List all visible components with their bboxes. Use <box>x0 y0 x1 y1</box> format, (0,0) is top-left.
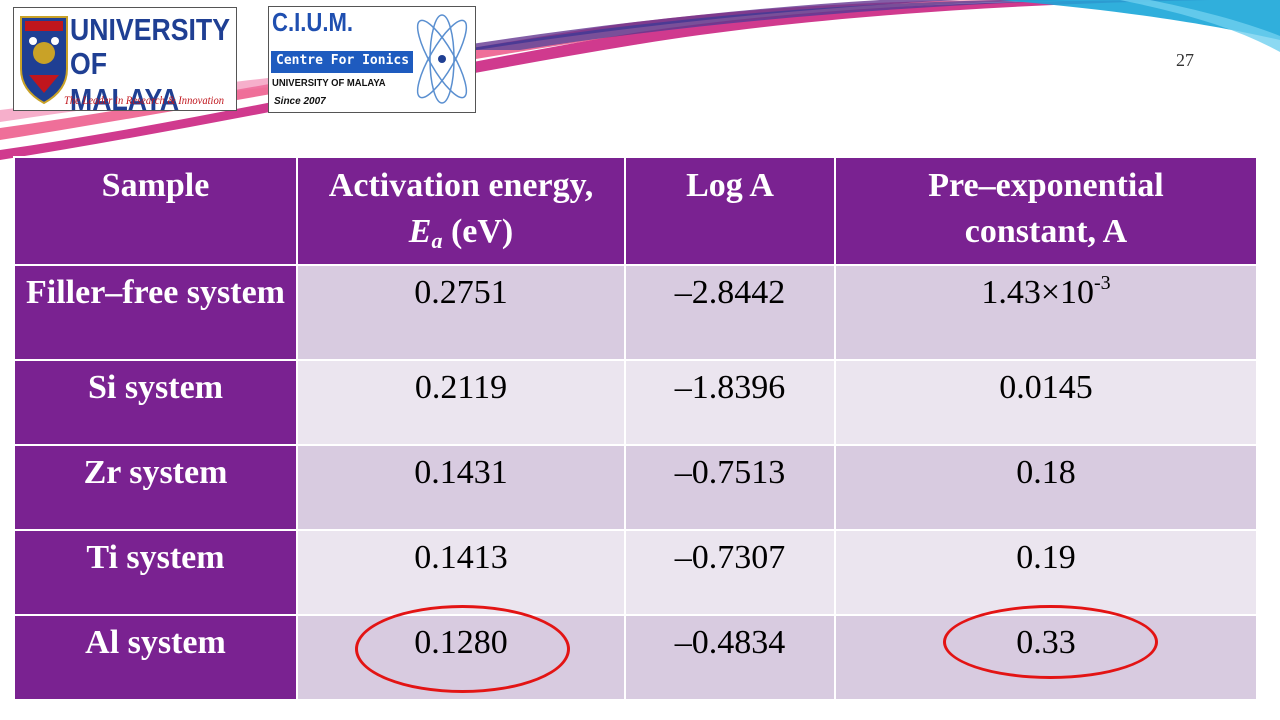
logo-tagline: The Leader in Research & Innovation <box>64 93 225 107</box>
header-activation-subscript: a <box>431 228 443 253</box>
row-pre-exponential-exponent: -3 <box>1094 272 1111 294</box>
row-log-a: –0.7307 <box>624 529 836 616</box>
cium-logo-university: UNIVERSITY OF MALAYA <box>272 77 386 89</box>
cium-logo: C.I.U.M. Centre For Ionics UNIVERSITY OF… <box>268 6 476 113</box>
row-activation-energy: 0.2751 <box>296 264 626 361</box>
row-log-a: –0.7513 <box>624 444 836 531</box>
atom-icon <box>416 14 468 104</box>
cium-logo-band: Centre For Ionics <box>271 51 413 73</box>
logo-text-of-malaya: OF MALAYA <box>70 46 180 117</box>
logo-text-university: UNIVERSITY <box>70 12 230 47</box>
header-log-a-label: Log A <box>686 167 774 204</box>
row-activation-energy: 0.1413 <box>296 529 626 616</box>
header-sample: Sample <box>13 156 298 266</box>
header-activation-prefix: Activation energy, <box>328 167 594 204</box>
row-pre-exponential: 0.19 <box>834 529 1258 616</box>
row-sample: Si system <box>13 359 298 446</box>
header-activation-symbol: E <box>408 213 432 250</box>
cium-logo-subtitle: Centre For Ionics <box>276 53 410 68</box>
highlight-circle-pre-exponential <box>943 605 1158 679</box>
cium-logo-since: Since 2007 <box>274 96 326 107</box>
header-activation-unit: (eV) <box>442 213 514 250</box>
row-pre-exponential: 0.18 <box>834 444 1258 531</box>
header-preexp-line2: constant, A <box>964 213 1128 250</box>
header-activation-energy: Activation energy, Ea (eV) <box>296 156 626 266</box>
row-sample: Filler–free system <box>13 264 298 361</box>
row-log-a: –2.8442 <box>624 264 836 361</box>
table-row: Filler–free system 0.2751 –2.8442 1.43×1… <box>13 264 1258 361</box>
row-sample: Ti system <box>13 529 298 616</box>
header-pre-exponential: Pre–exponential constant, A <box>834 156 1258 266</box>
row-log-a: –1.8396 <box>624 359 836 446</box>
table-row: Ti system 0.1413 –0.7307 0.19 <box>13 529 1258 616</box>
header-sample-label: Sample <box>101 167 210 204</box>
highlight-circle-activation-energy <box>355 605 570 693</box>
row-pre-exponential: 1.43×10-3 <box>834 264 1258 361</box>
slide-number: 27 <box>1176 50 1194 70</box>
cium-logo-title: C.I.U.M. <box>272 7 354 37</box>
activation-energy-table: Sample Activation energy, Ea (eV) Log A … <box>13 156 1258 701</box>
table-header-row: Sample Activation energy, Ea (eV) Log A … <box>13 156 1258 266</box>
row-activation-energy: 0.2119 <box>296 359 626 446</box>
header-preexp-line1: Pre–exponential <box>928 167 1164 204</box>
header-log-a: Log A <box>624 156 836 266</box>
row-sample: Al system <box>13 614 298 701</box>
table-row: Zr system 0.1431 –0.7513 0.18 <box>13 444 1258 531</box>
row-pre-exponential: 0.0145 <box>834 359 1258 446</box>
row-activation-energy: 0.1431 <box>296 444 626 531</box>
university-of-malaya-logo: UNIVERSITY OF MALAYA The Leader in Resea… <box>13 7 237 117</box>
row-sample: Zr system <box>13 444 298 531</box>
university-crest-icon <box>20 16 68 105</box>
row-pre-exponential-base: 1.43×10 <box>981 274 1094 311</box>
row-log-a: –0.4834 <box>624 614 836 701</box>
table-row: Si system 0.2119 –1.8396 0.0145 <box>13 359 1258 446</box>
